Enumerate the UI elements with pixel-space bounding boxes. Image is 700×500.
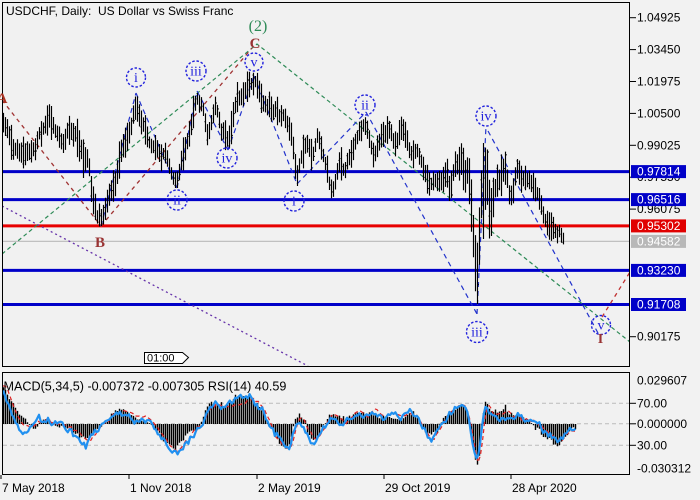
svg-text:28 Apr 2020: 28 Apr 2020 [512,481,577,495]
svg-text:0.90175: 0.90175 [637,330,681,344]
svg-text:iv: iv [481,110,492,125]
svg-text:i: i [134,71,138,86]
svg-text:1.00500: 1.00500 [637,106,681,120]
svg-text:7 May 2018: 7 May 2018 [2,481,65,495]
svg-text:70.00: 70.00 [637,396,667,410]
svg-text:ii: ii [361,99,369,114]
svg-text:B: B [95,235,105,251]
svg-text:A: A [0,91,8,107]
svg-text:0.95302: 0.95302 [637,219,681,233]
svg-text:(2): (2) [249,18,268,35]
svg-text:1.01975: 1.01975 [637,75,681,89]
svg-text:0.000000: 0.000000 [637,417,687,431]
svg-text:0.94582: 0.94582 [637,234,681,248]
svg-text:I: I [598,332,603,347]
svg-text:0.99025: 0.99025 [637,138,681,152]
svg-text:29 Oct 2019: 29 Oct 2019 [385,481,451,495]
svg-text:v: v [251,56,258,71]
svg-text:1 Nov 2018: 1 Nov 2018 [130,481,192,495]
svg-text:ii: ii [173,194,181,209]
svg-text:0.97814: 0.97814 [637,165,681,179]
svg-text:0.93230: 0.93230 [637,263,681,277]
svg-text:30.00: 30.00 [637,438,667,452]
svg-text:1.04925: 1.04925 [637,11,681,25]
svg-text:0.96516: 0.96516 [637,193,681,207]
svg-text:2 May 2019: 2 May 2019 [258,481,321,495]
svg-text:i: i [292,195,296,210]
svg-text:1.03450: 1.03450 [637,43,681,57]
svg-text:USDCHF, Daily: US Dollar vs S: USDCHF, Daily: US Dollar vs Swiss Franc [6,4,233,18]
svg-text:iii: iii [471,326,483,341]
svg-text:MACD(5,34,5) -0.007372 -0.0073: MACD(5,34,5) -0.007372 -0.007305 RSI(14)… [4,380,287,394]
svg-text:0.029607: 0.029607 [637,373,687,387]
svg-text:-0.030312: -0.030312 [637,462,691,476]
svg-text:v: v [598,319,605,334]
svg-text:C: C [250,36,261,52]
svg-text:iv: iv [222,152,233,167]
svg-text:iii: iii [190,65,202,80]
svg-text:0.91708: 0.91708 [637,298,681,312]
svg-text:01:00: 01:00 [147,353,175,365]
